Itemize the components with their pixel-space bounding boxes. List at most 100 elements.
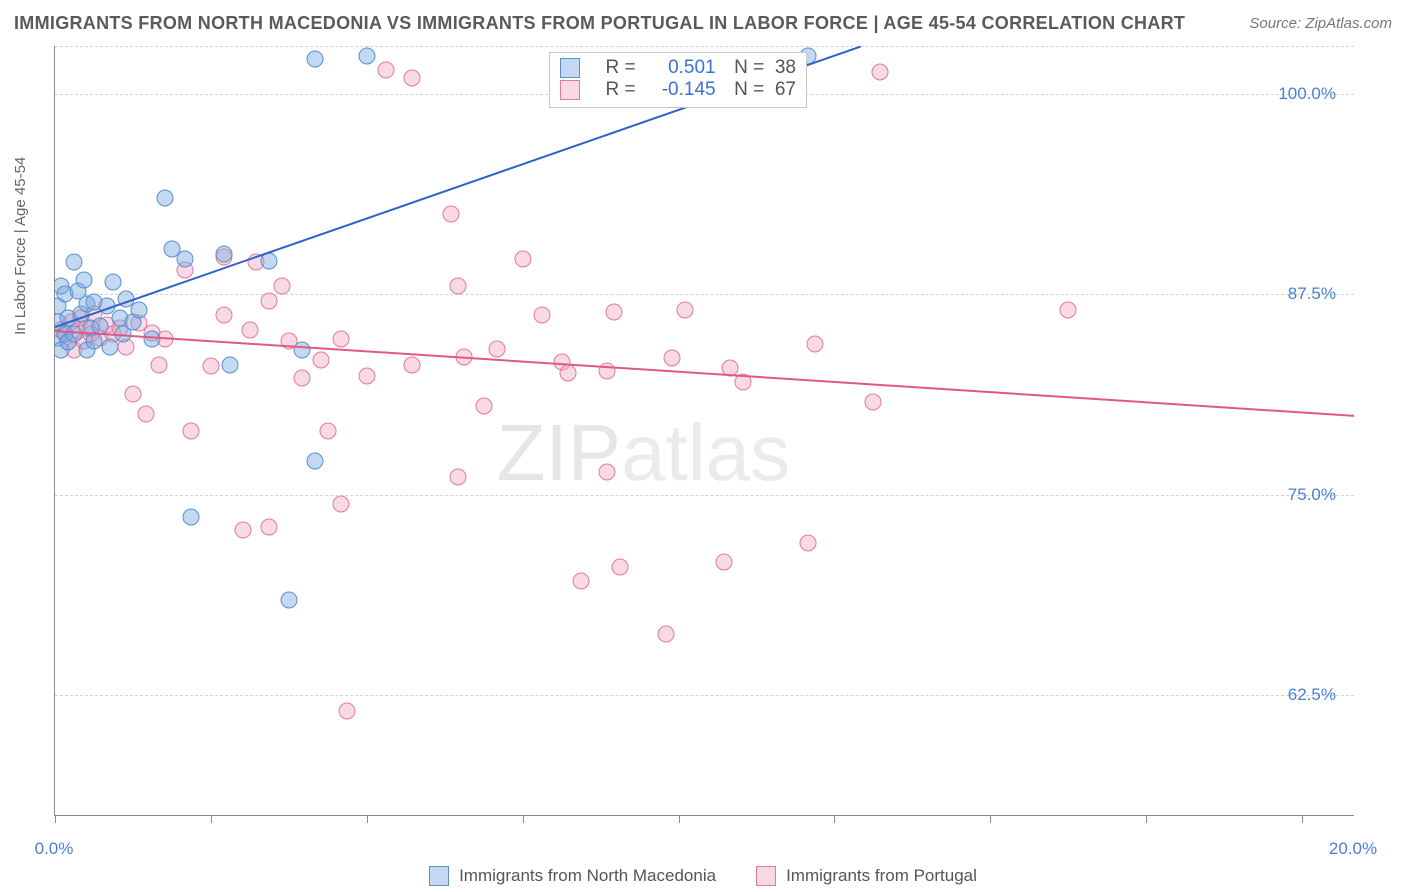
series2-point	[235, 521, 252, 538]
source-label: Source:	[1249, 15, 1301, 32]
series1-point	[306, 452, 323, 469]
series1-n-value: 38	[775, 57, 796, 78]
chart-title: IMMIGRANTS FROM NORTH MACEDONIA VS IMMIG…	[14, 13, 1185, 34]
series1-point	[222, 356, 239, 373]
series2-n-value: 67	[775, 79, 796, 100]
series2-point	[124, 385, 141, 402]
series2-point	[573, 573, 590, 590]
series2-point	[715, 553, 732, 570]
stats-row-2: R = -0.145 N = 67	[560, 79, 796, 101]
series1-point	[280, 592, 297, 609]
series2-point	[806, 335, 823, 352]
x-tick	[679, 815, 680, 823]
series2-point	[241, 321, 258, 338]
series2-point	[534, 307, 551, 324]
n-label: N =	[734, 79, 764, 100]
x-tick-label: 0.0%	[35, 839, 74, 859]
y-tick-label: 62.5%	[1288, 685, 1336, 705]
series2-point	[800, 534, 817, 551]
series2-point	[261, 518, 278, 535]
series2-point	[339, 702, 356, 719]
series2-point	[215, 307, 232, 324]
series2-point	[488, 340, 505, 357]
stats-box: R = 0.501 N = 38 R = -0.145 N = 67	[549, 52, 807, 108]
x-tick	[834, 815, 835, 823]
series2-point	[560, 364, 577, 381]
series2-point	[443, 206, 460, 223]
series2-point	[871, 63, 888, 80]
plot-area: ZIPatlas R = 0.501 N = 38 R = -0.145 N =…	[54, 46, 1354, 816]
series2-point	[332, 331, 349, 348]
legend-item-1: Immigrants from North Macedonia	[429, 866, 716, 886]
series2-point	[1060, 302, 1077, 319]
title-bar: IMMIGRANTS FROM NORTH MACEDONIA VS IMMIG…	[4, 4, 1402, 38]
series2-point	[514, 251, 531, 268]
series1-point	[157, 190, 174, 207]
series2-point	[293, 369, 310, 386]
series2-point	[378, 62, 395, 79]
watermark-bold: ZIP	[497, 408, 621, 497]
series2-point	[150, 356, 167, 373]
source-value: ZipAtlas.com	[1305, 15, 1392, 32]
y-tick-label: 75.0%	[1288, 485, 1336, 505]
chart-source: Source: ZipAtlas.com	[1249, 15, 1392, 32]
series1-label: Immigrants from North Macedonia	[459, 866, 716, 886]
series2-point	[202, 358, 219, 375]
series2-point	[313, 352, 330, 369]
series2-point	[599, 464, 616, 481]
x-tick	[1302, 815, 1303, 823]
series2-point	[332, 496, 349, 513]
series2-point	[612, 558, 629, 575]
series1-point	[66, 254, 83, 271]
series2-point	[475, 398, 492, 415]
x-tick	[990, 815, 991, 823]
series2-point	[449, 278, 466, 295]
correlation-chart: IMMIGRANTS FROM NORTH MACEDONIA VS IMMIG…	[4, 4, 1402, 888]
y-tick-label: 100.0%	[1278, 84, 1336, 104]
series2-point	[605, 303, 622, 320]
bottom-legend: Immigrants from North Macedonia Immigran…	[4, 866, 1402, 886]
series2-swatch-icon	[756, 866, 776, 886]
stats-row-1: R = 0.501 N = 38	[560, 57, 796, 79]
r-label: R =	[588, 79, 636, 101]
gridline	[55, 294, 1354, 295]
series2-r-value: -0.145	[644, 79, 716, 101]
series2-point	[137, 406, 154, 423]
series1-point	[76, 271, 93, 288]
series2-point	[449, 468, 466, 485]
series2-point	[319, 422, 336, 439]
series2-point	[261, 292, 278, 309]
watermark-thin: atlas	[621, 408, 790, 497]
series1-point	[215, 246, 232, 263]
series2-point	[677, 302, 694, 319]
y-tick-label: 87.5%	[1288, 284, 1336, 304]
series2-point	[404, 356, 421, 373]
series2-point	[404, 70, 421, 87]
series1-swatch-icon	[560, 58, 580, 78]
series1-point	[183, 509, 200, 526]
series2-point	[358, 368, 375, 385]
series2-point	[657, 625, 674, 642]
n-label: N =	[734, 57, 764, 78]
series2-trendline	[55, 330, 1354, 417]
series2-point	[183, 422, 200, 439]
watermark: ZIPatlas	[497, 407, 790, 499]
series1-point	[66, 326, 83, 343]
series1-point	[144, 331, 161, 348]
y-axis-title: In Labor Force | Age 45-54	[12, 157, 29, 335]
series1-r-value: 0.501	[644, 57, 716, 79]
series2-label: Immigrants from Portugal	[786, 866, 977, 886]
series2-point	[274, 278, 291, 295]
x-tick	[523, 815, 524, 823]
series1-point	[102, 339, 119, 356]
x-tick-label: 20.0%	[1329, 839, 1377, 859]
series1-swatch-icon	[429, 866, 449, 886]
series1-point	[306, 50, 323, 67]
series2-point	[664, 350, 681, 367]
series2-swatch-icon	[560, 80, 580, 100]
x-tick	[211, 815, 212, 823]
r-label: R =	[588, 57, 636, 79]
series2-point	[865, 393, 882, 410]
gridline	[55, 495, 1354, 496]
gridline	[55, 695, 1354, 696]
